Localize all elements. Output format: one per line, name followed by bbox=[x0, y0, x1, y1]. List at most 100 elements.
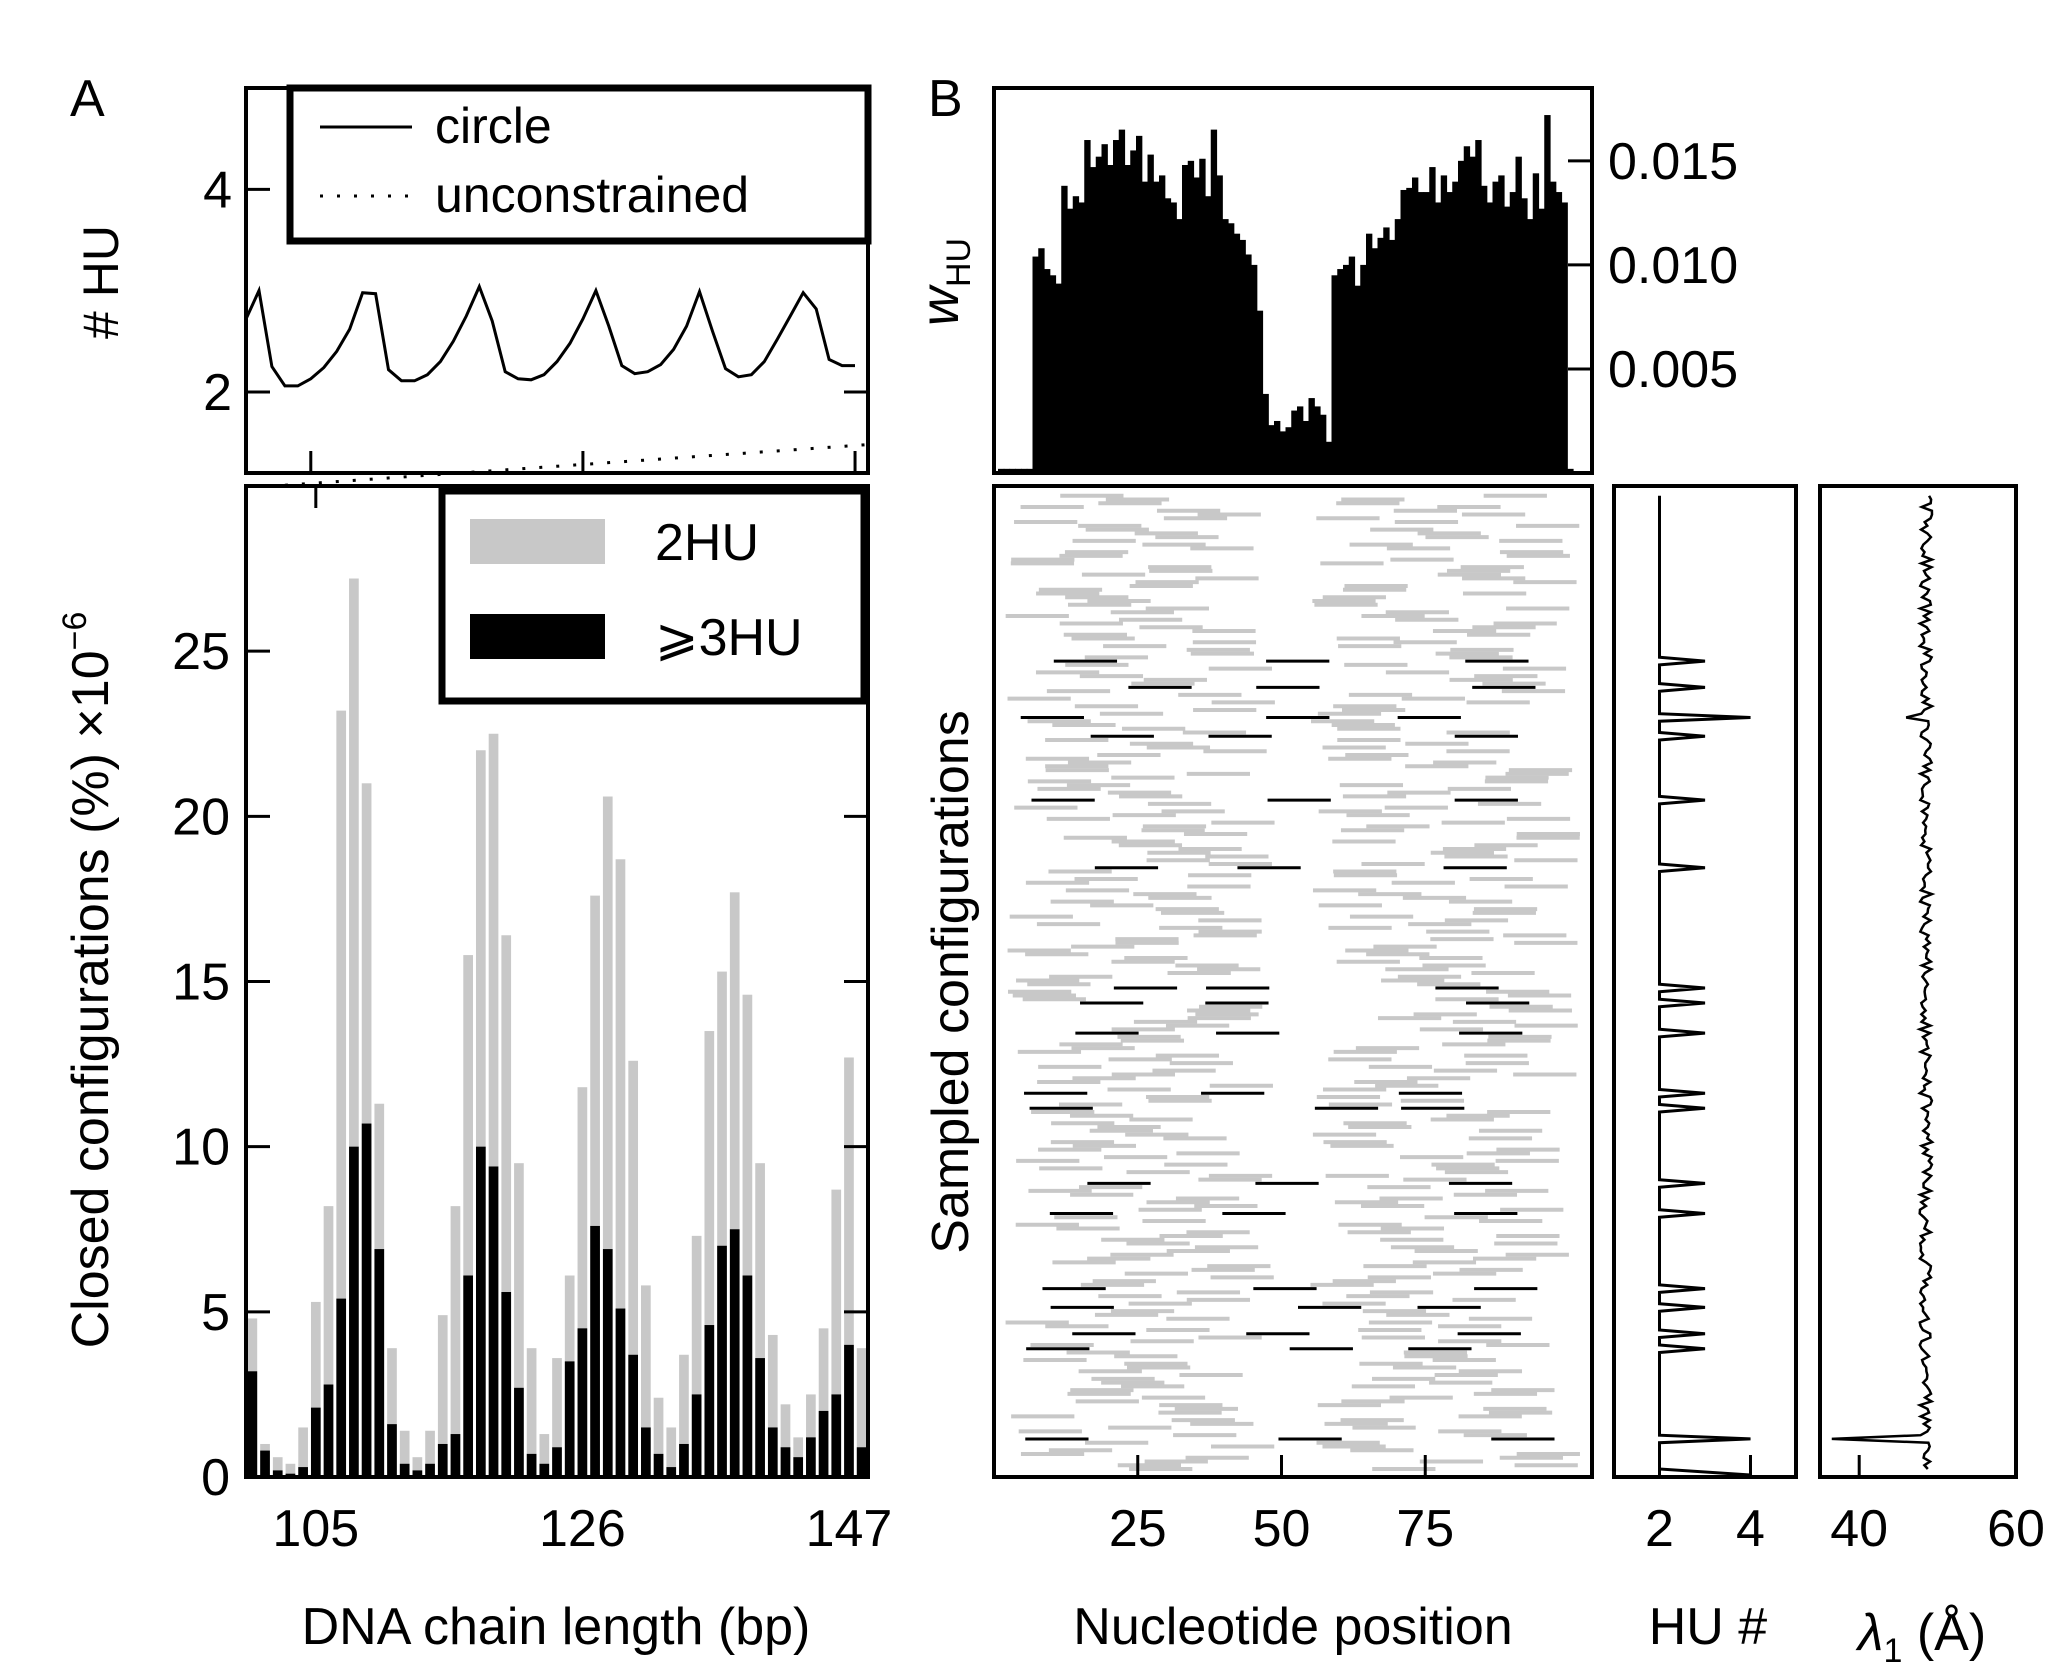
bar-whu bbox=[1176, 219, 1183, 473]
x-tick-label-b-lambda: 40 bbox=[1830, 1500, 1888, 1558]
bar-3hu bbox=[844, 1344, 854, 1477]
x-tick-label-b-main: 50 bbox=[1253, 1500, 1311, 1558]
bar-2hu bbox=[514, 1163, 524, 1477]
y-axis-label-b-main: Sampled configurations bbox=[922, 710, 980, 1253]
bar-whu bbox=[1055, 283, 1062, 473]
series-line-hu-count bbox=[1658, 495, 1751, 1477]
legend-label-unconstrained: unconstrained bbox=[435, 167, 749, 223]
y-axis-label-b-top-sub: HU bbox=[940, 238, 978, 287]
y-axis-label-a-top: # HU bbox=[73, 225, 129, 339]
chart-a-bottom: 0 5 10 15 20 25 105 126 147 DNA chain length (bp… bbox=[56, 484, 893, 1656]
bar-whu bbox=[1366, 233, 1373, 473]
bar-whu bbox=[1130, 150, 1137, 473]
series-line-circle bbox=[244, 282, 855, 388]
bar-3hu bbox=[615, 1308, 626, 1477]
bar-whu bbox=[1348, 256, 1356, 473]
panel-label-b: B bbox=[928, 70, 963, 128]
x-tick-label-b-main: 75 bbox=[1396, 1500, 1454, 1558]
chart-b-top: 0.015 0.010 0.005 wHU bbox=[910, 86, 1738, 475]
bar-2hu bbox=[666, 1427, 677, 1477]
bar-3hu bbox=[247, 1371, 258, 1477]
bar-3hu bbox=[780, 1447, 791, 1477]
y-tick-label-a-top: 4 bbox=[203, 161, 232, 219]
bar-2hu bbox=[641, 1285, 651, 1477]
bar-whu bbox=[1262, 393, 1269, 473]
bar-whu bbox=[1245, 254, 1252, 473]
bar-2hu bbox=[717, 971, 727, 1477]
bar-2hu bbox=[628, 1060, 639, 1477]
bar-2hu bbox=[780, 1404, 791, 1477]
bar-whu bbox=[1308, 398, 1315, 473]
bar-whu bbox=[1078, 202, 1085, 473]
bar-whu bbox=[1492, 181, 1499, 473]
series-line-lambda bbox=[1831, 495, 1936, 1470]
bar-2hu bbox=[590, 895, 600, 1477]
bar-3hu bbox=[679, 1443, 689, 1477]
bar-whu bbox=[1256, 310, 1264, 473]
bar-whu bbox=[1550, 181, 1557, 473]
y-tick-label-b-top: 0.015 bbox=[1608, 133, 1738, 191]
bar-whu bbox=[1095, 156, 1103, 474]
x-axis-label-b-lambda-symbol: λ bbox=[1855, 1604, 1884, 1662]
bar-whu bbox=[1354, 285, 1361, 473]
bar-whu bbox=[1187, 160, 1195, 474]
x-tick-label-a-bottom: 147 bbox=[806, 1500, 893, 1558]
x-tick-label-b-lambda: 60 bbox=[1987, 1500, 2045, 1558]
bar-2hu bbox=[475, 750, 486, 1477]
bar-2hu bbox=[425, 1430, 435, 1477]
bar-whu bbox=[1044, 269, 1051, 473]
bar-whu bbox=[1325, 441, 1333, 473]
bar-3hu bbox=[488, 1166, 499, 1477]
bar-3hu bbox=[310, 1407, 321, 1477]
x-axis-label-b-hu: HU # bbox=[1649, 1598, 1768, 1656]
bar-3hu bbox=[590, 1225, 600, 1477]
bar-whu bbox=[1228, 223, 1235, 473]
legend-label-3hu: ⩾3HU bbox=[655, 609, 803, 667]
bar-whu bbox=[1164, 198, 1172, 473]
bar-whu bbox=[1452, 181, 1459, 473]
x-axis-label-a-bottom: DNA chain length (bp) bbox=[302, 1598, 811, 1656]
bar-3hu bbox=[691, 1394, 702, 1477]
bar-whu bbox=[1279, 431, 1287, 473]
bar-whu bbox=[1394, 219, 1402, 473]
bar-whu bbox=[1038, 248, 1045, 473]
bar-whu bbox=[1159, 175, 1166, 474]
y-tick-label-b-top: 0.010 bbox=[1608, 237, 1738, 295]
bar-3hu bbox=[412, 1470, 423, 1477]
bar-whu bbox=[1147, 154, 1154, 473]
x-axis-label-b-lambda-sub: 1 bbox=[1883, 1632, 1902, 1670]
bar-whu bbox=[1337, 269, 1344, 473]
bar-3hu bbox=[323, 1384, 334, 1477]
bar-2hu bbox=[463, 955, 473, 1477]
bar-2hu bbox=[437, 1315, 448, 1477]
bar-3hu bbox=[818, 1410, 829, 1477]
bar-whu bbox=[1429, 167, 1436, 473]
bar-2hu bbox=[323, 1206, 334, 1477]
bar-whu bbox=[1101, 144, 1108, 473]
bar-whu bbox=[1032, 256, 1039, 473]
legend-label-circle: circle bbox=[435, 98, 552, 154]
bar-2hu bbox=[272, 1457, 283, 1477]
bar-2hu bbox=[856, 1348, 867, 1477]
bar-whu bbox=[1377, 237, 1384, 473]
bar-3hu bbox=[539, 1463, 550, 1477]
bar-whu bbox=[1297, 406, 1304, 473]
bar-whu bbox=[1498, 175, 1505, 474]
bar-whu bbox=[1412, 177, 1419, 473]
bar-whu bbox=[1561, 202, 1568, 473]
bar-2hu bbox=[615, 859, 626, 1477]
bar-3hu bbox=[475, 1146, 486, 1477]
bar-2hu bbox=[298, 1427, 308, 1477]
bar-whu bbox=[1320, 414, 1327, 473]
bar-3hu bbox=[526, 1453, 537, 1477]
bar-3hu bbox=[260, 1450, 270, 1477]
x-tick-label-b-hu: 2 bbox=[1645, 1500, 1674, 1558]
y-axis-label-a-bottom-main: Closed configurations (%) ×10 bbox=[62, 650, 120, 1348]
legend-label-2hu: 2HU bbox=[655, 514, 759, 572]
bar-whu bbox=[998, 468, 1005, 473]
bar-whu bbox=[1417, 192, 1425, 473]
bar-3hu bbox=[298, 1467, 308, 1477]
bar-whu bbox=[1124, 165, 1131, 473]
bar-3hu bbox=[767, 1427, 778, 1477]
bar-whu bbox=[1216, 175, 1223, 474]
